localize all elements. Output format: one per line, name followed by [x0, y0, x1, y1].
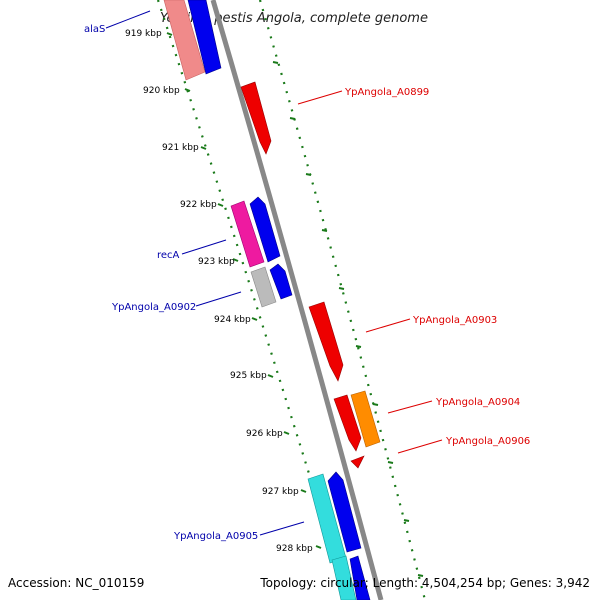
- left-ruler-track: [156, 0, 350, 600]
- tick-label: 924 kbp: [214, 315, 251, 325]
- tick-label: 923 kbp: [198, 257, 235, 267]
- gene-alaS-pink[interactable]: [163, 0, 206, 81]
- tick-label: 920 kbp: [143, 86, 180, 96]
- gene-label-A0902[interactable]: YpAngola_A0902: [111, 302, 196, 313]
- tick-label: 925 kbp: [230, 371, 267, 381]
- gene-A0902[interactable]: [250, 266, 277, 308]
- left-ruler-ticks: [166, 32, 322, 549]
- tick-label: 919 kbp: [125, 29, 162, 39]
- gene-recA[interactable]: [230, 200, 265, 268]
- tick-label: 922 kbp: [180, 200, 217, 210]
- gene-orange[interactable]: [350, 390, 381, 448]
- gene-label-A0905[interactable]: YpAngola_A0905: [173, 531, 258, 542]
- gene-label-A0906[interactable]: YpAngola_A0906: [445, 436, 530, 447]
- map-title: Yersinia pestis Angola, complete genome: [160, 11, 428, 26]
- accession-text: Accession: NC_010159: [8, 576, 144, 590]
- gene-label-A0899[interactable]: YpAngola_A0899: [344, 87, 429, 98]
- gene-label-A0904[interactable]: YpAngola_A0904: [435, 397, 520, 408]
- gene-label-alaS[interactable]: alaS: [84, 24, 105, 35]
- gene-label-A0903[interactable]: YpAngola_A0903: [412, 315, 497, 326]
- genome-backbone: [210, 0, 384, 600]
- gene-label-recA[interactable]: recA: [157, 250, 180, 261]
- gene-A0904[interactable]: [333, 394, 362, 452]
- tick-label: 928 kbp: [276, 544, 313, 554]
- gene-A0906[interactable]: [350, 455, 365, 469]
- kbp-tick-labels: 919 kbp 920 kbp 921 kbp 922 kbp 923 kbp …: [125, 29, 313, 554]
- right-ruler-track: [258, 0, 427, 600]
- gene-blue-bottom-2[interactable]: [349, 555, 371, 600]
- tick-label: 921 kbp: [162, 143, 199, 153]
- right-ruler-ticks: [272, 61, 424, 577]
- gene-blue-top[interactable]: [187, 0, 222, 75]
- tick-label: 926 kbp: [246, 429, 283, 439]
- gene-A0899[interactable]: [240, 81, 272, 155]
- label-connectors: [105, 10, 443, 536]
- gene-blue-small[interactable]: [269, 263, 293, 300]
- tick-label: 927 kbp: [262, 487, 299, 497]
- gene-blue-bottom[interactable]: [327, 471, 362, 553]
- genome-summary-text: Topology: circular; Length: 4,504,254 bp…: [259, 576, 590, 590]
- gene-cyan-bottom-2[interactable]: [331, 555, 357, 600]
- gene-blue-mid[interactable]: [249, 196, 281, 263]
- gene-A0903[interactable]: [308, 301, 344, 382]
